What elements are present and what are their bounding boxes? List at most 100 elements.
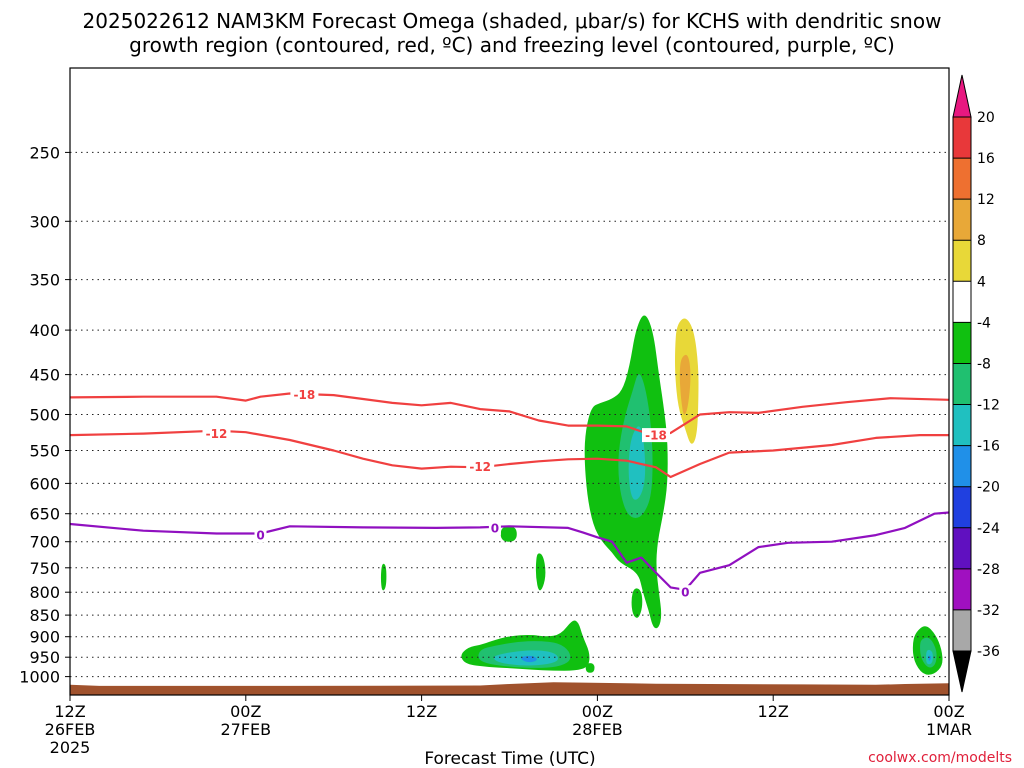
y-tick-label-250: 250 <box>29 143 60 162</box>
omega-region-3 <box>905 523 945 605</box>
x-tick-label-24-0: 12Z <box>406 702 437 721</box>
freezing-level-label-1: 0 <box>491 521 499 535</box>
omega-region-24 <box>535 553 546 591</box>
omega-region-7 <box>468 472 480 535</box>
x-tick-label-12-1: 27FEB <box>220 720 271 739</box>
x-tick-label-0-2: 2025 <box>50 738 91 757</box>
source-credit: coolwx.com/modelts <box>868 750 1012 766</box>
x-tick-label-0-1: 26FEB <box>45 720 96 739</box>
contour-labels: -18 -18 -12 -12 0 0 0 <box>202 387 692 600</box>
x-tick-label-60-0: 00Z <box>933 702 964 721</box>
colorbar-top-arrow <box>952 74 972 118</box>
freezing-level-label-bg-1 <box>488 520 501 535</box>
freezing-level-label-2: 0 <box>681 586 689 600</box>
colorbar-tick--12: -12 <box>977 398 1000 414</box>
isotherm-minus-12-line <box>70 429 949 479</box>
omega-region-5 <box>767 557 792 635</box>
colorbar-tick--20: -20 <box>977 480 1000 496</box>
terrain-fill <box>70 682 949 695</box>
chart-title-line-1: 2025022612 NAM3KM Forecast Omega (shaded… <box>83 9 942 33</box>
y-tick-label-800: 800 <box>29 583 60 602</box>
omega-region-8 <box>566 568 575 595</box>
y-tick-label-400: 400 <box>29 321 60 340</box>
y-tick-label-300: 300 <box>29 212 60 231</box>
isotherm-minus-18-label-bg-0 <box>290 387 319 402</box>
omega-region-11 <box>206 624 233 650</box>
freezing-level-label-bg-0 <box>254 528 267 543</box>
x-tick-label-36-0: 00Z <box>582 702 613 721</box>
terrain-area <box>70 682 949 695</box>
y-axis: 250 300 350 400 450 500 550 600 650 700 750 800 850 9… <box>19 143 70 687</box>
omega-region-25 <box>631 588 643 618</box>
isotherm-minus-12-label-bg-1 <box>466 459 495 474</box>
colorbar-bin-8-to-12 <box>953 199 971 241</box>
omega-shading <box>206 195 949 675</box>
x-tick-label-48-0: 12Z <box>758 702 789 721</box>
y-tick-label-600: 600 <box>29 474 60 493</box>
y-tick-label-550: 550 <box>29 442 60 461</box>
omega-region-26 <box>380 563 387 591</box>
colorbar-bin-4-to-8 <box>953 240 971 282</box>
colorbar: 20 16 12 8 4 -4 -8 -12 -16 -20 -24 -28 -32 -36 <box>952 74 1000 693</box>
colorbar-tick-8: 8 <box>977 233 986 249</box>
freezing-level-line <box>70 511 949 591</box>
colorbar-tick--16: -16 <box>977 439 1000 455</box>
y-tick-label-750: 750 <box>29 559 60 578</box>
freezing-level-label-0: 0 <box>256 529 264 543</box>
x-tick-label-60-1: 1MAR <box>926 720 972 739</box>
colorbar-tick-4: 4 <box>977 274 986 290</box>
y-tick-label-700: 700 <box>29 533 60 552</box>
colorbar-bin-12-to-16 <box>953 158 971 200</box>
y-tick-label-500: 500 <box>29 406 60 425</box>
y-tick-label-950: 950 <box>29 648 60 667</box>
y-tick-label-350: 350 <box>29 271 60 290</box>
y-tick-label-850: 850 <box>29 606 60 625</box>
colorbar-tick--32: -32 <box>977 603 1000 619</box>
colorbar-bottom-arrow <box>952 650 972 693</box>
colorbar-bin--28-to--24 <box>953 527 971 570</box>
isotherm-minus-12-label-0: -12 <box>206 427 228 441</box>
colorbar-bin--12-to--8 <box>953 363 971 406</box>
colorbar-tick--24: -24 <box>977 521 1000 537</box>
omega-region-27 <box>500 526 517 542</box>
colorbar-tick--4: -4 <box>977 315 991 331</box>
omega-region-28 <box>585 663 595 673</box>
colorbar-bin--20-to--16 <box>953 445 971 488</box>
x-axis-label: Forecast Time (UTC) <box>424 749 595 768</box>
isotherm-minus-18-label-1: -18 <box>645 429 667 443</box>
freezing-level-label-bg-2 <box>679 585 692 600</box>
colorbar-tick--8: -8 <box>977 357 991 373</box>
isotherm-minus-18-line <box>70 392 949 438</box>
omega-region-2 <box>679 354 691 415</box>
colorbar-bin--8-to--4 <box>953 322 971 364</box>
colorbar-tick-20: 20 <box>977 110 995 126</box>
isotherm-minus-18-label-0: -18 <box>294 388 316 402</box>
colorbar-bin--32-to--28 <box>953 568 971 611</box>
colorbar-tick-12: 12 <box>977 192 995 208</box>
plot-frame <box>69 67 950 696</box>
colorbar-bin--4-to-4 <box>953 281 971 323</box>
colorbar-tick--28: -28 <box>977 562 1000 578</box>
y-tick-label-1000: 1000 <box>19 668 60 687</box>
x-tick-label-0-0: 12Z <box>54 702 85 721</box>
y-tick-label-900: 900 <box>29 628 60 647</box>
omega-region-4 <box>944 214 949 300</box>
colorbar-bin-16-to-20 <box>953 117 971 159</box>
isotherm-minus-18-label-bg-1 <box>642 428 670 443</box>
colorbar-bin--16-to--12 <box>953 404 971 447</box>
colorbar-tick--36: -36 <box>977 644 1000 660</box>
y-tick-label-450: 450 <box>29 366 60 385</box>
omega-region-10 <box>498 600 506 609</box>
contour-lines <box>70 392 949 591</box>
omega-region-23 <box>589 442 598 493</box>
colorbar-bin--24-to--20 <box>953 486 971 529</box>
y-tick-label-650: 650 <box>29 505 60 524</box>
isotherm-minus-12-label-1: -12 <box>469 460 491 474</box>
isotherm-minus-12-label-bg-0 <box>202 426 231 441</box>
x-tick-label-12-0: 00Z <box>230 702 261 721</box>
colorbar-tick-16: 16 <box>977 151 995 167</box>
chart-title-line-2: growth region (contoured, red, ºC) and f… <box>129 33 895 57</box>
x-tick-label-36-1: 28FEB <box>572 720 623 739</box>
